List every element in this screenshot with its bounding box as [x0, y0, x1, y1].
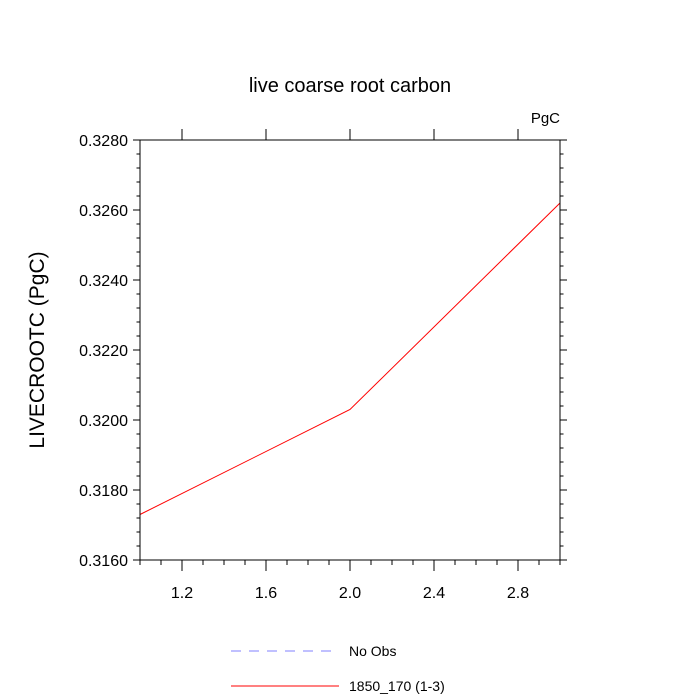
y-tick-label: 0.3160 — [79, 553, 128, 570]
series-line — [139, 202, 561, 515]
y-axis-label: LIVECROOTC (PgC) — [26, 251, 49, 448]
legend-label: 1850_170 (1-3) — [349, 678, 445, 694]
series-layer — [139, 202, 561, 515]
chart-title: live coarse root carbon — [249, 75, 451, 97]
y-tick-label: 0.3200 — [79, 413, 128, 430]
y-tick-label: 0.3280 — [79, 133, 128, 150]
y-tick-label: 0.3240 — [79, 273, 128, 290]
legend-label: No Obs — [349, 643, 396, 659]
y-tick-label: 0.3260 — [79, 203, 128, 220]
x-tick-label: 1.6 — [255, 585, 277, 602]
legend: No Obs 1850_170 (1-3) — [231, 643, 445, 694]
x-tick-label: 2.8 — [507, 585, 529, 602]
x-tick-label: 1.2 — [171, 585, 193, 602]
y-tick-label: 0.3220 — [79, 343, 128, 360]
y-axis: 0.3160 0.3180 0.3200 0.3220 0.3240 0.3260 0.32… — [79, 133, 567, 570]
units-label: PgC — [531, 110, 560, 127]
x-tick-label: 2.0 — [339, 585, 361, 602]
y-tick-label: 0.3180 — [79, 483, 128, 500]
plot-frame — [139, 139, 561, 561]
x-axis: 1.2 1.6 2.0 2.4 2.8 — [139, 129, 561, 602]
x-tick-label: 2.4 — [423, 585, 445, 602]
